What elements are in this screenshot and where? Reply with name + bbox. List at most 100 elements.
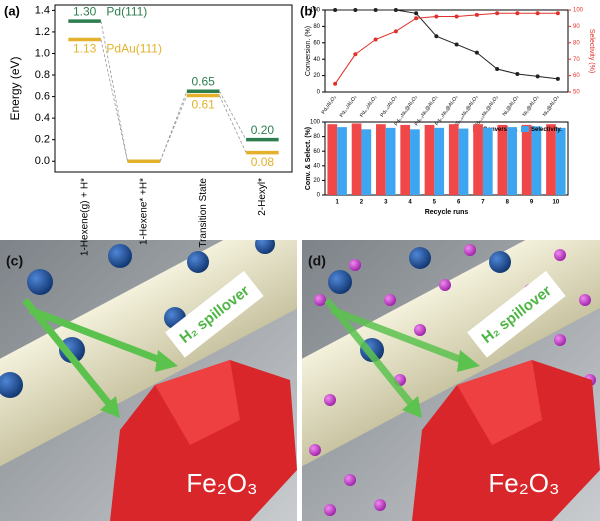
y-tick-label: 90 [573,24,580,30]
point [454,42,459,47]
x-tick-label: 5 [433,200,437,206]
point [434,14,439,19]
bar [434,127,445,195]
connector [159,95,188,162]
bar [410,129,420,195]
point [515,71,520,76]
y-tick-label: 0.4 [35,112,50,124]
x-tick-label: 3 [384,200,388,206]
panel-label: (d) [308,253,326,269]
y-tick-label: 0.6 [35,90,50,102]
bar [473,124,483,195]
y-tick-label: 100 [310,8,321,14]
y-tick-label: 40 [313,57,320,63]
bar [376,124,386,195]
y-tick-label: 50 [573,90,580,96]
y-tick-label: 1.4 [35,4,50,16]
point [495,67,500,72]
value-label: 0.61 [191,98,215,112]
y-tick-label: 0.0 [35,155,50,167]
y-tick-label: 40 [313,163,320,169]
x-tick-label: Ni₁@Al₂O₃ [502,94,521,117]
y-tick-label: 60 [573,73,580,79]
x-tick-label: 1 [335,200,339,206]
value-label: 0.20 [251,123,275,137]
plot-frame [324,9,569,93]
bar [507,127,517,195]
y2-axis-title: Selectivity (%) [588,29,595,73]
bar [361,129,372,195]
point [495,11,500,16]
plot-frame [54,4,293,173]
y-tick-label: 1.2 [35,26,50,38]
x-tick-label: Ni₅@Al₂O₃ [542,94,561,117]
bar [424,124,435,195]
x-tick-label: Pd₀.₂/Al₂O₃ [359,94,378,118]
point [434,34,439,39]
y-tick-label: 0.2 [35,134,50,146]
value-label: 0.65 [191,74,215,88]
x-tick-label: Pd₀.₅/Al₂O₃ [339,94,358,118]
point [393,29,398,34]
bar [351,123,362,195]
point [414,16,419,21]
point [353,52,358,57]
bar [400,124,411,195]
bar [337,127,347,195]
panel-label: (c) [6,253,23,269]
x-tick-label: 4 [408,200,412,206]
legend-swatch [521,126,529,132]
bar [546,124,556,195]
x-tick-label: 7 [481,200,485,206]
bar [448,124,459,195]
x-tick-label: 9 [530,200,534,206]
y-tick-label: 1.0 [35,47,50,59]
x-tick-label: Pd₀.₁/Al₂O₃ [379,94,398,118]
bar [531,126,542,195]
panel-d-render [302,240,600,521]
point [454,14,459,19]
x-tick-label: 6 [457,200,461,206]
value-label: 1.13 [73,42,97,56]
bar [521,124,532,195]
y-tick-label: 100 [310,120,321,126]
point [353,8,358,12]
y-tick-label: 60 [313,40,320,46]
y-axis-title: Conv. & Select. (%) [305,127,312,190]
plot-frame [324,121,569,196]
bar [385,127,396,195]
point [333,8,338,12]
point [555,11,560,16]
x-tick-label: Ni₂@Al₂O₃ [522,94,541,117]
x-tick-label: 1-Hexene* +H* [139,178,150,245]
y-tick-label: 100 [573,8,584,14]
y-axis-title: Conversion. (%) [305,26,312,76]
point [393,8,398,12]
y-tick-label: 80 [313,134,320,140]
bar [482,127,493,195]
legend-label: Pd(111) [106,4,147,18]
bar [555,127,566,195]
x-tick-label: Transition State [198,178,209,248]
y-tick-label: 80 [573,40,580,46]
value-label: 0.08 [251,155,275,169]
y-tick-label: 20 [313,178,320,184]
legend-swatch [473,126,481,132]
x-axis-title: Recycle runs [425,209,469,216]
panel-c-render [0,240,297,521]
y-tick-label: 0 [317,90,321,96]
y-tick-label: 70 [573,57,580,63]
connector [219,95,247,153]
legend-label: PdAu(111) [106,42,162,56]
y-tick-label: 80 [313,24,320,30]
connector [219,91,247,140]
bar [458,128,469,195]
point [373,8,378,12]
series-line [335,9,558,80]
x-tick-label: Pd₁/Al₂O₃ [321,94,338,115]
x-tick-label: 2-Hexyl* [257,178,268,216]
x-tick-label: 1-Hexene(g) + H* [79,178,90,256]
legend-label: Conversion. [483,127,518,133]
point [555,76,560,81]
value-label: 1.30 [73,4,97,18]
